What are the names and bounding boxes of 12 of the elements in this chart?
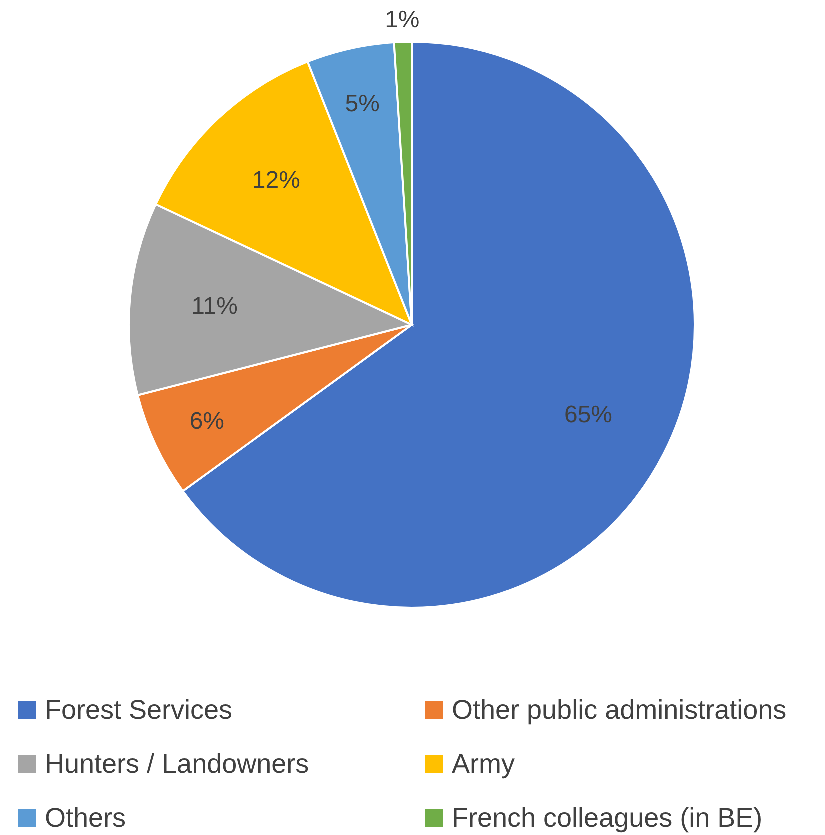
- data-label: 12%: [252, 167, 300, 194]
- legend-label: Others: [45, 803, 126, 833]
- legend-label: Forest Services: [45, 695, 233, 725]
- data-label: 5%: [345, 90, 380, 118]
- legend-label: Hunters / Landowners: [45, 749, 310, 779]
- data-label: 6%: [190, 408, 224, 435]
- legend-label: Army: [452, 749, 516, 779]
- data-label: 65%: [564, 401, 613, 428]
- legend-label: Other public administrations: [452, 695, 787, 725]
- data-label: 1%: [385, 6, 420, 34]
- data-label: 11%: [192, 292, 238, 320]
- legend-label: French colleagues (in BE): [452, 803, 763, 833]
